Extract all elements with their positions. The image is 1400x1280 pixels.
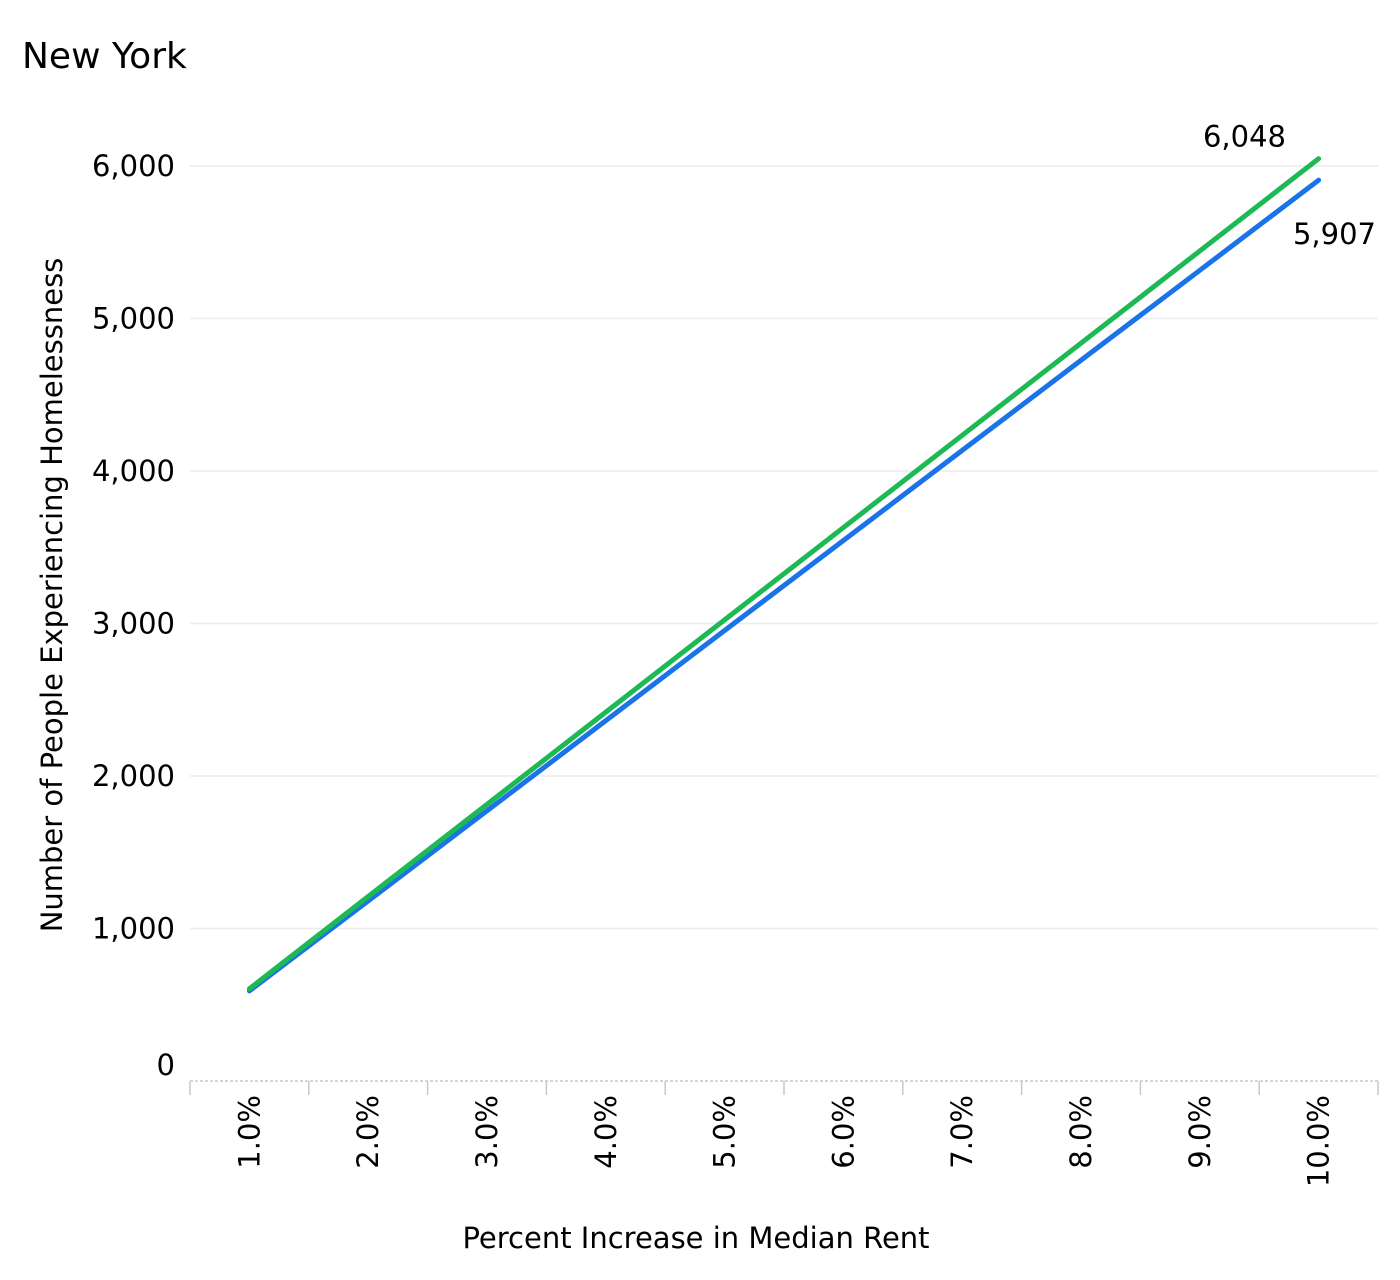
- x-tick-label: 6.0%: [826, 1095, 860, 1169]
- y-tick-label: 0: [157, 1048, 175, 1082]
- series-line: [246, 177, 1322, 994]
- y-tick-label: 4,000: [92, 454, 175, 488]
- y-tick-label: 3,000: [92, 607, 175, 641]
- data-label: 6,048: [1203, 120, 1286, 154]
- x-tick-label: 9.0%: [1183, 1095, 1217, 1169]
- y-tick-label: 1,000: [92, 912, 175, 946]
- y-tick-label: 6,000: [92, 149, 175, 183]
- x-tick-label: 1.0%: [232, 1095, 266, 1169]
- series-line: [246, 156, 1322, 992]
- data-label: 5,907: [1293, 217, 1376, 251]
- x-tick-label: 7.0%: [945, 1095, 979, 1169]
- y-tick-label: 5,000: [92, 302, 175, 336]
- x-tick-label: 10.0%: [1302, 1095, 1336, 1187]
- x-axis-label: Percent Increase in Median Rent: [462, 1221, 930, 1255]
- x-tick-label: 4.0%: [589, 1095, 623, 1169]
- x-tick-label: 3.0%: [470, 1095, 504, 1169]
- x-tick-label: 2.0%: [351, 1095, 385, 1169]
- x-tick-label: 8.0%: [1064, 1095, 1098, 1169]
- chart-title: New York: [22, 36, 187, 77]
- y-tick-label: 2,000: [92, 759, 175, 793]
- x-tick-label: 5.0%: [708, 1095, 742, 1169]
